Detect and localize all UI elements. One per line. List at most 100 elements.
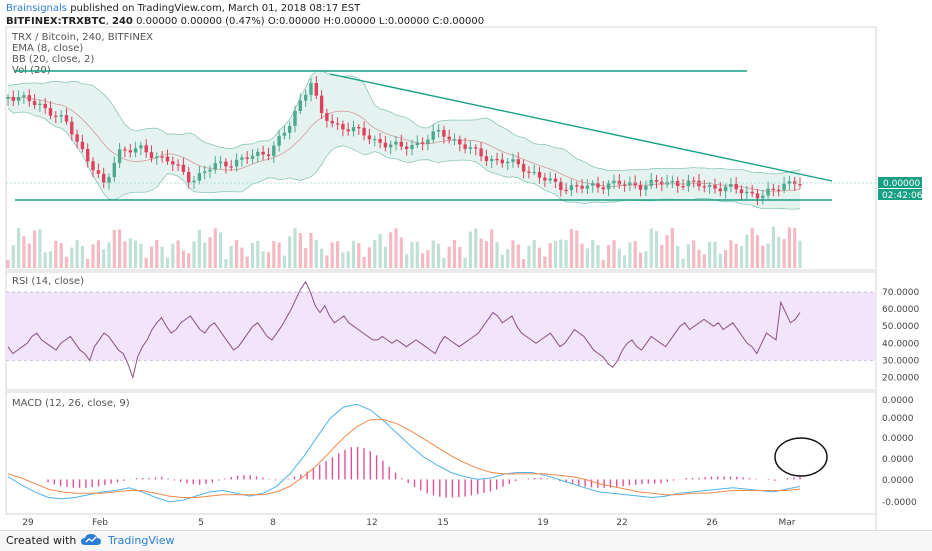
volume-bar	[564, 240, 568, 268]
volume-bar	[22, 236, 26, 268]
bb-legend[interactable]: BB (20, close, 2)	[12, 54, 95, 65]
published-text: published on TradingView.com, March 01, …	[70, 3, 361, 14]
candle-body	[410, 145, 414, 149]
volume-bar	[777, 236, 781, 268]
volume-bar	[6, 260, 10, 268]
publish-line: Brainsignals published on TradingView.co…	[6, 2, 484, 15]
author-link[interactable]: Brainsignals	[6, 3, 68, 14]
volume-bar	[591, 240, 595, 268]
rsi-legend[interactable]: RSI (14, close)	[12, 276, 85, 287]
candle-body	[575, 185, 579, 187]
volume-bar	[197, 230, 201, 268]
volume-bar	[235, 240, 239, 268]
volume-bar	[229, 245, 233, 268]
volume-bar	[373, 240, 377, 268]
macd-legend[interactable]: MACD (12, 26, close, 9)	[12, 398, 130, 409]
macd-tick-label: 0.0000	[882, 414, 914, 424]
volume-bar	[421, 253, 425, 268]
candle-body	[479, 148, 483, 157]
candle-body	[27, 95, 31, 102]
volume-bar	[399, 237, 403, 268]
volume-bar	[160, 246, 164, 268]
symbol-name: BITFINEX:TRXBTC	[6, 16, 106, 27]
candle-body	[681, 186, 685, 188]
candle-body	[739, 189, 744, 194]
rsi-tick-label: 50.0000	[882, 322, 919, 332]
volume-bar	[346, 251, 350, 268]
candle-body	[6, 97, 10, 99]
volume-bar	[224, 259, 228, 268]
volume-bar	[426, 250, 430, 268]
volume-bar	[569, 229, 573, 268]
volume-bar	[660, 244, 664, 268]
candle-body	[54, 115, 58, 117]
bb-upper-line	[7, 70, 801, 175]
candle-body	[521, 164, 526, 172]
volume-bar	[277, 242, 281, 268]
volume-bar	[298, 233, 302, 268]
candle-body	[197, 173, 202, 181]
candle-body	[585, 185, 590, 189]
volume-bar	[176, 240, 180, 268]
candle-body	[511, 159, 515, 162]
volume-bar	[452, 240, 457, 268]
volume-bar	[686, 244, 690, 268]
volume-bar	[272, 241, 276, 268]
volume-bar	[463, 257, 467, 268]
volume-bar	[782, 239, 786, 268]
candle-body	[293, 111, 297, 126]
footer-brand[interactable]: TradingView	[108, 534, 175, 547]
volume-bar	[33, 230, 37, 268]
candle-body	[213, 163, 217, 170]
candle-body	[362, 127, 366, 136]
candle-body	[32, 101, 37, 105]
last-price-label: 0.00000	[883, 179, 920, 189]
ema-legend[interactable]: EMA (8, close)	[12, 43, 84, 54]
volume-bar	[559, 239, 563, 268]
main-title[interactable]: TRX / Bitcoin, 240, BITFINEX	[12, 32, 153, 43]
symbol-line: BITFINEX:TRXBTC, 240 0.00000 0.00000 (0.…	[6, 16, 485, 27]
candle-body	[250, 155, 255, 159]
candle-body	[436, 129, 441, 132]
candle-body	[697, 180, 701, 187]
candle-body	[43, 103, 47, 109]
candle-body	[426, 139, 430, 144]
volume-bar	[107, 242, 111, 268]
candle-body	[256, 151, 260, 156]
volume-bar	[208, 237, 212, 268]
volume-bar	[479, 238, 483, 268]
candle-body	[606, 183, 611, 190]
volume-bar	[522, 259, 526, 268]
candle-body	[463, 144, 467, 149]
volume-bar	[261, 251, 265, 268]
candle-body	[431, 131, 435, 140]
volume-bar	[750, 228, 754, 268]
candle-body	[633, 182, 637, 186]
rsi-pane: 70.0000 60.0000 50.0000 40.0000 30.0000 20.00…	[6, 280, 919, 384]
volume-bar	[766, 243, 770, 268]
candle-body	[229, 166, 233, 168]
volume-bar	[11, 245, 15, 268]
candle-body	[559, 181, 563, 190]
candle-body	[218, 161, 223, 164]
candle-body	[500, 159, 504, 164]
candle-body	[766, 188, 770, 196]
time-tick-label: 5	[198, 518, 204, 528]
candle-body	[543, 177, 547, 181]
volume-bar	[64, 256, 69, 268]
macd-tick-label: -0.0000	[882, 498, 917, 508]
candle-body	[474, 147, 478, 149]
volume-bar	[644, 251, 648, 268]
volume-bar	[102, 249, 106, 268]
volume-bar	[75, 240, 79, 268]
volume-bar	[134, 240, 138, 268]
volume-bar	[596, 245, 600, 268]
volume-bar	[548, 243, 552, 268]
candle-body	[144, 145, 148, 153]
volume-bar	[447, 246, 451, 268]
candle-body	[734, 184, 738, 190]
volume-bar	[192, 241, 196, 268]
volume-bar	[500, 254, 504, 268]
candle-body	[133, 148, 138, 153]
